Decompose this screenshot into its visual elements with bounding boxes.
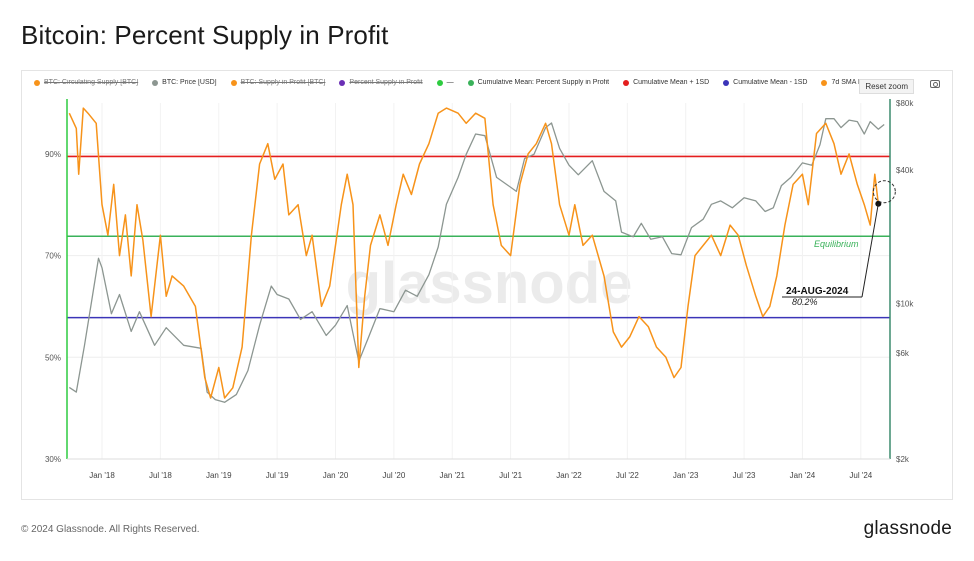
legend-label: BTC: Circulating Supply [BTC]	[44, 79, 139, 86]
chart-svg: glassnode 30% 50% 70% 90% $2k $6k $10k $40k $80k…	[45, 99, 914, 480]
y-tick-left: 30%	[45, 455, 61, 464]
y-tick-left: 90%	[45, 150, 61, 159]
legend-label: Cumulative Mean + 1SD	[633, 79, 710, 86]
axes: 30% 50% 70% 90% $2k $6k $10k $40k $80k Jan '18 Jul…	[45, 99, 914, 480]
y-tick-right: $2k	[896, 455, 910, 464]
x-tick-label: Jan '23	[673, 471, 699, 480]
camera-icon[interactable]	[930, 80, 940, 88]
legend-dot-icon	[436, 79, 443, 86]
x-tick-label: Jan '21	[439, 471, 465, 480]
brand-logo: glassnode	[863, 518, 952, 539]
x-tick-label: Jan '18	[89, 471, 115, 480]
legend-item[interactable]: BTC: Supply in Profit [BTC]	[230, 79, 326, 86]
y-tick-left: 70%	[45, 252, 61, 261]
legend-dot-icon	[339, 79, 346, 86]
annotations: Equilibrium 24-AUG-2024 80.2%	[782, 180, 896, 307]
series	[68, 107, 885, 403]
reset-zoom-button[interactable]: Reset zoom	[859, 79, 914, 94]
equilibrium-label: Equilibrium	[814, 239, 859, 249]
legend-dot-icon	[34, 79, 40, 86]
annotation-leader	[861, 203, 879, 298]
y-tick-right: $40k	[896, 166, 914, 175]
annotation-circle	[872, 180, 896, 204]
x-tick-label: Jan '22	[556, 471, 582, 480]
legend-item[interactable]: BTC: Price [USD]	[152, 79, 217, 86]
legend-item[interactable]: Cumulative Mean - 1SD	[723, 79, 807, 86]
page-title: Bitcoin: Percent Supply in Profit	[21, 20, 389, 50]
legend-label: 7d SMA Percent Sup	[831, 79, 864, 86]
chart-panel: BTC: Circulating Supply [BTC] BTC: Price …	[21, 70, 953, 500]
x-tick-label: Jul '21	[499, 471, 522, 480]
legend-dot-icon	[152, 79, 159, 86]
legend-dot-icon	[230, 79, 237, 86]
legend-dot-icon	[467, 79, 474, 86]
annotation-value: 80.2%	[792, 297, 818, 307]
legend-dot-icon	[723, 79, 730, 86]
y-tick-right: $10k	[896, 300, 914, 309]
legend-label: Cumulative Mean - 1SD	[733, 79, 808, 86]
chart-legend: BTC: Circulating Supply [BTC] BTC: Price …	[34, 79, 864, 86]
x-tick-label: Jan '19	[206, 471, 232, 480]
legend-item[interactable]: Cumulative Mean: Percent Supply in Profi…	[467, 79, 610, 86]
legend-item[interactable]: BTC: Circulating Supply [BTC]	[34, 79, 138, 86]
annotation-date: 24-AUG-2024	[786, 286, 849, 297]
reference-lines	[67, 155, 890, 319]
legend-item[interactable]: 7d SMA Percent Sup	[821, 79, 864, 86]
x-tick-label: Jul '19	[266, 471, 289, 480]
legend-label: BTC: Supply in Profit [BTC]	[240, 79, 326, 86]
x-tick-label: Jul '24	[849, 471, 872, 480]
y-tick-left: 50%	[45, 353, 61, 362]
legend-item[interactable]: Percent Supply in Profit	[339, 79, 423, 86]
x-tick-label: Jul '18	[149, 471, 172, 480]
supply-profit-line	[68, 107, 880, 399]
x-tick-label: Jan '24	[790, 471, 816, 480]
legend-label: —	[446, 79, 454, 86]
legend-label: Cumulative Mean: Percent Supply in Profi…	[477, 79, 610, 86]
copyright-text: © 2024 Glassnode. All Rights Reserved.	[21, 524, 200, 535]
legend-dot-icon	[623, 79, 630, 86]
x-tick-label: Jul '22	[616, 471, 639, 480]
legend-label: Percent Supply in Profit	[349, 79, 423, 86]
legend-dot-icon	[821, 79, 828, 86]
watermark: glassnode	[346, 251, 633, 316]
x-tick-label: Jul '20	[382, 471, 405, 480]
x-tick-label: Jul '23	[733, 471, 756, 480]
legend-label: BTC: Price [USD]	[162, 79, 217, 86]
x-tick-label: Jan '20	[323, 471, 349, 480]
legend-item[interactable]: Cumulative Mean + 1SD	[623, 79, 709, 86]
legend-item[interactable]: —	[436, 79, 454, 86]
y-tick-right: $80k	[896, 99, 914, 108]
y-tick-right: $6k	[896, 349, 910, 358]
